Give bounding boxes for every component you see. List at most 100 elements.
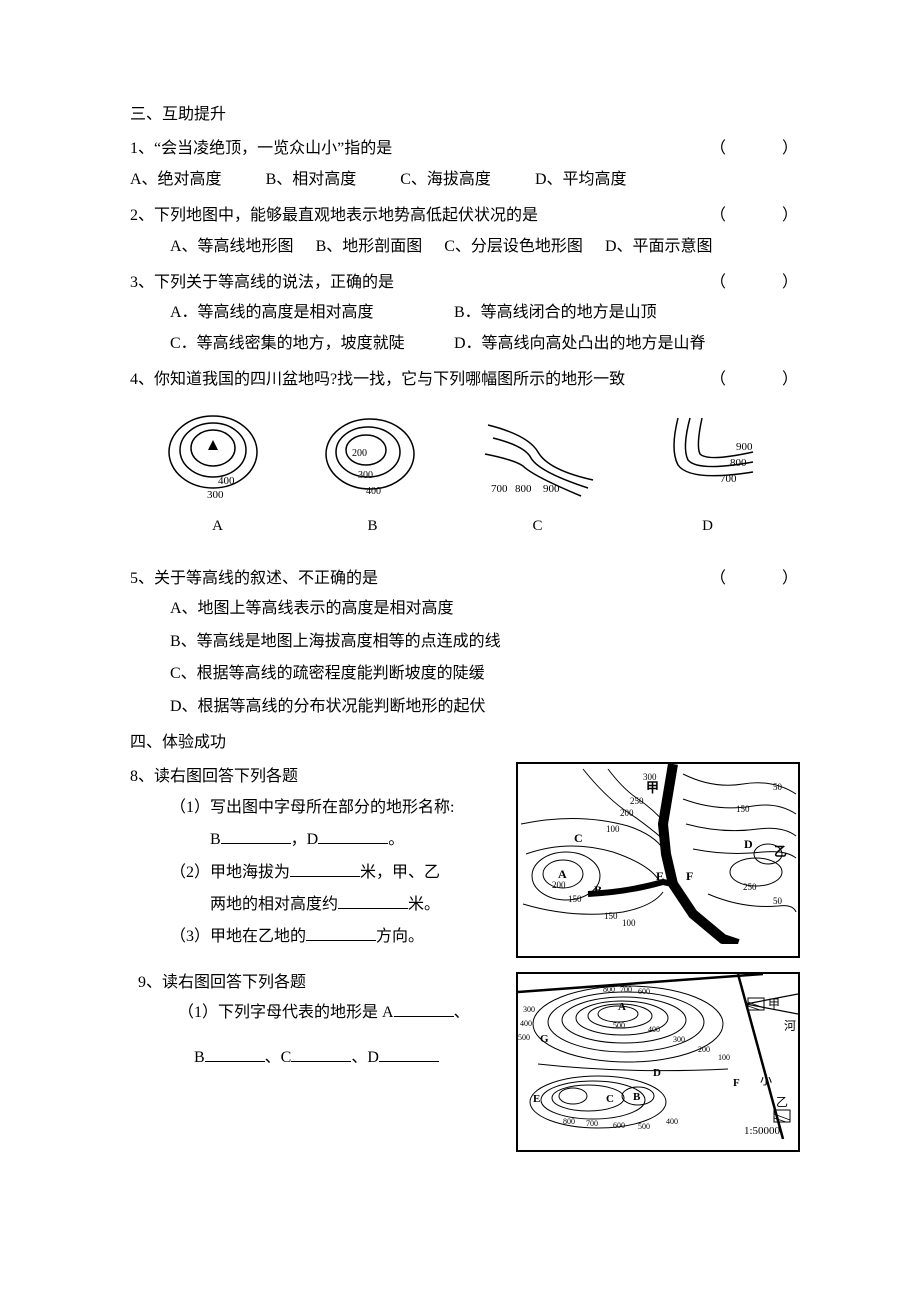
q1-opt-b: B、相对高度 bbox=[266, 165, 357, 195]
blank-b2 bbox=[205, 1046, 265, 1062]
svg-text:C: C bbox=[574, 831, 583, 845]
svg-text:C: C bbox=[606, 1093, 614, 1105]
svg-text:200: 200 bbox=[698, 1045, 710, 1054]
diagram-b-400: 400 bbox=[366, 486, 381, 497]
q9-s2-d: 、D bbox=[351, 1049, 379, 1066]
q5-text: 5、关于等高线的叙述、不正确的是 bbox=[130, 564, 710, 594]
svg-text:500: 500 bbox=[613, 1021, 625, 1030]
svg-text:400: 400 bbox=[666, 1117, 678, 1126]
q2-options: A、等高线地形图 B、地形剖面图 C、分层设色地形图 D、平面示意图 bbox=[130, 232, 800, 262]
q8-s2a-pre: （2）甲地海拔为 bbox=[170, 864, 290, 881]
svg-text:500: 500 bbox=[638, 1122, 650, 1131]
blank-elev bbox=[290, 861, 360, 877]
svg-text:小: 小 bbox=[760, 1073, 772, 1087]
q5-opt-a: A、地图上等高线表示的高度是相对高度 bbox=[130, 594, 800, 624]
q3-text: 3、下列关于等高线的说法，正确的是 bbox=[130, 268, 710, 298]
svg-text:乙: 乙 bbox=[774, 844, 787, 859]
diagram-d-700: 700 bbox=[720, 473, 737, 485]
q4-paren: （ ） bbox=[710, 365, 800, 395]
svg-text:1:50000: 1:50000 bbox=[744, 1125, 781, 1137]
diagram-b-200: 200 bbox=[352, 448, 367, 459]
diagram-c-900: 900 bbox=[543, 483, 560, 495]
q1-paren: （ ） bbox=[710, 134, 800, 164]
svg-text:800: 800 bbox=[603, 985, 615, 994]
svg-text:250: 250 bbox=[630, 796, 644, 806]
svg-text:D: D bbox=[653, 1067, 661, 1079]
q3-paren: （ ） bbox=[710, 268, 800, 298]
svg-text:50: 50 bbox=[773, 782, 783, 792]
q2-opt-b: B、地形剖面图 bbox=[316, 232, 423, 262]
svg-text:700: 700 bbox=[586, 1119, 598, 1128]
diagram-d: 900 800 700 D bbox=[648, 410, 768, 541]
svg-text:150: 150 bbox=[568, 894, 582, 904]
svg-text:300: 300 bbox=[643, 772, 657, 782]
svg-text:600: 600 bbox=[638, 987, 650, 996]
q3-opt-b: B．等高线闭合的地方是山顶 bbox=[454, 298, 657, 328]
q8-s1b-end: 。 bbox=[388, 831, 404, 848]
q8-map: 甲 乙 A B C D E F 200 150 150 100 50 150 2… bbox=[516, 762, 800, 957]
q5-opt-b: B、等高线是地图上海拔高度相等的点连成的线 bbox=[130, 627, 800, 657]
q4-diagrams: 400 300 A 200 300 400 B 700 800 900 C bbox=[130, 410, 800, 541]
svg-text:200: 200 bbox=[620, 808, 634, 818]
svg-text:200: 200 bbox=[552, 880, 566, 890]
q1-opt-c: C、海拔高度 bbox=[400, 165, 491, 195]
q5-opt-c: C、根据等高线的疏密程度能判断坡度的陡缓 bbox=[130, 659, 800, 689]
svg-text:E: E bbox=[656, 869, 664, 883]
blank-b bbox=[221, 828, 291, 844]
section-3-title: 三、互助提升 bbox=[130, 100, 800, 130]
diagram-d-label: D bbox=[648, 512, 768, 541]
svg-text:D: D bbox=[744, 837, 753, 851]
q8-s3-pre: （3）甲地在乙地的 bbox=[170, 928, 306, 945]
q8-s1b-pre: B bbox=[210, 831, 221, 848]
blank-d2 bbox=[379, 1046, 439, 1062]
q8-s2a-mid: 米，甲、乙 bbox=[360, 864, 440, 881]
svg-text:乙: 乙 bbox=[776, 1095, 788, 1109]
q2-paren: （ ） bbox=[710, 201, 800, 231]
svg-text:300: 300 bbox=[673, 1035, 685, 1044]
q1-text: 1、“会当凌绝顶，一览众山小”指的是 bbox=[130, 134, 710, 164]
svg-text:800: 800 bbox=[563, 1117, 575, 1126]
svg-text:A: A bbox=[618, 1001, 626, 1013]
svg-text:700: 700 bbox=[620, 985, 632, 994]
svg-text:300: 300 bbox=[523, 1005, 535, 1014]
svg-text:F: F bbox=[686, 869, 693, 883]
q9-s1-sep: 、 bbox=[454, 1004, 470, 1021]
diagram-d-800: 800 bbox=[730, 457, 747, 469]
q8-s1b-mid: ，D bbox=[291, 831, 319, 848]
question-2: 2、下列地图中，能够最直观地表示地势高低起伏状况的是 （ ） A、等高线地形图 … bbox=[130, 201, 800, 262]
svg-text:甲: 甲 bbox=[768, 997, 780, 1011]
diagram-b-300: 300 bbox=[358, 470, 373, 481]
svg-text:100: 100 bbox=[606, 824, 620, 834]
question-3: 3、下列关于等高线的说法，正确的是 （ ） A．等高线的高度是相对高度 B．等高… bbox=[130, 268, 800, 359]
blank-d bbox=[318, 828, 388, 844]
question-9: A B C D E F G 甲 乙 河 小 800 700 600 500 40… bbox=[130, 968, 800, 1073]
q5-paren: （ ） bbox=[710, 564, 800, 594]
question-4: 4、你知道我国的四川盆地吗?找一找，它与下列哪幅图所示的地形一致 （ ） bbox=[130, 365, 800, 395]
svg-text:150: 150 bbox=[736, 804, 750, 814]
q1-opt-d: D、平均高度 bbox=[535, 165, 627, 195]
diagram-b: 200 300 400 B bbox=[318, 410, 428, 541]
svg-text:250: 250 bbox=[743, 882, 757, 892]
q8-s2b-pre: 两地的相对高度约 bbox=[210, 896, 338, 913]
svg-text:河: 河 bbox=[784, 1019, 796, 1033]
svg-text:B: B bbox=[594, 883, 602, 897]
q3-opt-a: A．等高线的高度是相对高度 bbox=[170, 298, 450, 328]
section-4-title: 四、体验成功 bbox=[130, 728, 800, 758]
svg-text:B: B bbox=[633, 1091, 641, 1103]
q4-text: 4、你知道我国的四川盆地吗?找一找，它与下列哪幅图所示的地形一致 bbox=[130, 365, 710, 395]
svg-text:500: 500 bbox=[518, 1033, 530, 1042]
q2-text: 2、下列地图中，能够最直观地表示地势高低起伏状况的是 bbox=[130, 201, 710, 231]
q2-opt-c: C、分层设色地形图 bbox=[444, 232, 583, 262]
svg-text:100: 100 bbox=[718, 1053, 730, 1062]
svg-text:F: F bbox=[733, 1077, 740, 1089]
q9-s2-b: B bbox=[194, 1049, 205, 1066]
q8-s3-end: 方向。 bbox=[376, 928, 424, 945]
svg-text:150: 150 bbox=[604, 911, 618, 921]
svg-text:100: 100 bbox=[622, 918, 636, 928]
svg-text:G: G bbox=[540, 1033, 549, 1045]
blank-a2 bbox=[394, 1001, 454, 1017]
diagram-c-800: 800 bbox=[515, 483, 532, 495]
svg-text:50: 50 bbox=[773, 896, 783, 906]
q2-opt-a: A、等高线地形图 bbox=[170, 232, 294, 262]
diagram-a-label: A bbox=[163, 512, 273, 541]
